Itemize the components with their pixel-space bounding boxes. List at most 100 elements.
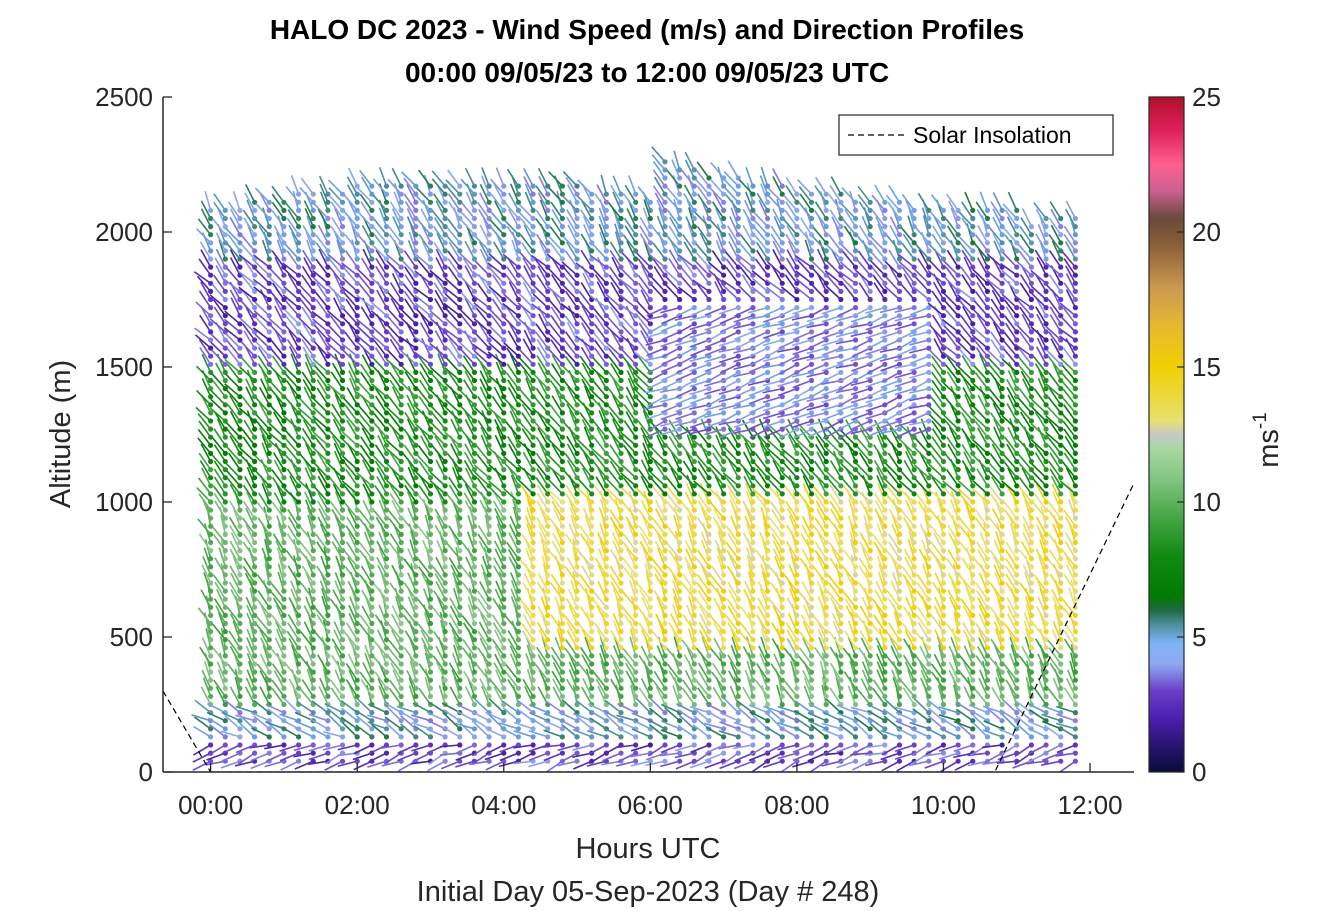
wind-barb-shaft xyxy=(479,224,490,244)
wind-barb-shaft xyxy=(240,300,256,317)
wind-barb-shaft xyxy=(429,317,446,333)
wind-barb-point xyxy=(281,693,287,700)
wind-barb-shaft xyxy=(347,556,358,576)
wind-barb-shaft xyxy=(312,406,329,422)
wind-barb-point xyxy=(369,402,375,408)
wind-barb-point xyxy=(457,620,463,627)
wind-barb-point xyxy=(252,556,258,562)
wind-barb-point xyxy=(706,491,712,497)
wind-barb-point xyxy=(442,232,448,238)
wind-barb-shaft xyxy=(242,517,256,535)
wind-barb-shaft xyxy=(401,259,417,276)
wind-barb-shaft xyxy=(202,556,212,576)
wind-barb-point xyxy=(413,434,419,440)
wind-barb-point xyxy=(413,191,419,197)
wind-barb-shaft xyxy=(270,583,285,600)
wind-barb-shaft xyxy=(463,492,476,511)
wind-barb-point xyxy=(471,450,478,456)
wind-barb-point xyxy=(647,240,653,246)
wind-barb-point xyxy=(515,718,522,724)
wind-barb-shaft xyxy=(359,363,373,381)
wind-barb-point xyxy=(677,637,683,643)
wind-barb-shaft xyxy=(494,588,505,608)
wind-barb-point xyxy=(266,313,272,319)
wind-barb-point xyxy=(295,564,302,570)
wind-barb-point xyxy=(281,531,287,538)
wind-barb-point xyxy=(442,629,448,635)
wind-barb-point xyxy=(339,572,346,578)
wind-barb-point xyxy=(530,434,536,440)
wind-barb-point xyxy=(501,321,507,327)
wind-barb-shaft xyxy=(420,629,432,649)
wind-barb-shaft xyxy=(257,363,270,381)
wind-barb-shaft xyxy=(239,317,256,333)
wind-barb-point xyxy=(706,232,712,238)
wind-barb-point xyxy=(574,637,580,643)
wind-barb-shaft xyxy=(264,760,285,768)
wind-barb-point xyxy=(501,718,507,724)
wind-barb-point xyxy=(252,313,258,319)
wind-barb-shaft xyxy=(388,542,402,560)
wind-barb-point xyxy=(603,572,609,578)
wind-barb-point xyxy=(325,418,331,424)
wind-barb-point xyxy=(457,580,463,586)
wind-barb-point xyxy=(545,629,551,635)
wind-barb-shaft xyxy=(297,407,314,422)
wind-barb-point xyxy=(706,256,712,262)
wind-barb-shaft xyxy=(449,597,461,616)
wind-barb-point xyxy=(501,467,507,473)
wind-barb-point xyxy=(281,596,287,602)
wind-barb-point xyxy=(383,645,390,651)
wind-barb-shaft xyxy=(241,428,256,446)
wind-barb-point xyxy=(339,337,346,343)
wind-barb-point xyxy=(266,394,272,400)
wind-barb-shaft xyxy=(377,677,388,697)
wind-barb-point xyxy=(545,361,551,367)
wind-barb-point xyxy=(471,313,478,319)
wind-barb-point xyxy=(442,531,448,538)
wind-barb-point xyxy=(208,426,214,432)
wind-barb-shaft xyxy=(414,302,431,317)
wind-barb-point xyxy=(457,523,463,529)
wind-barb-shaft xyxy=(304,491,314,511)
wind-barb-shaft xyxy=(451,669,461,689)
wind-barb-point xyxy=(383,329,390,335)
wind-barb-shaft xyxy=(400,723,417,738)
wind-barb-point xyxy=(559,507,565,513)
wind-barb-shaft xyxy=(286,533,300,552)
wind-barb-shaft xyxy=(293,571,300,592)
wind-barb-point xyxy=(266,693,272,700)
wind-barb-shaft xyxy=(464,410,476,430)
wind-barb-point xyxy=(530,386,536,392)
wind-barb-point xyxy=(515,685,522,691)
wind-barb-point xyxy=(486,499,492,505)
wind-barb-shaft xyxy=(495,377,505,397)
wind-barb-shaft xyxy=(212,380,226,398)
wind-barb-shaft xyxy=(417,494,432,511)
wind-barb-shaft xyxy=(243,419,256,438)
wind-barb-point xyxy=(457,475,463,481)
wind-barb-point xyxy=(545,515,551,521)
wind-barb-shaft xyxy=(477,598,490,616)
wind-barb-point xyxy=(369,572,375,578)
wind-barb-point xyxy=(486,491,492,497)
wind-barb-shaft xyxy=(332,483,344,503)
wind-barb-shaft xyxy=(492,274,505,292)
wind-barb-shaft xyxy=(434,298,446,317)
wind-barb-shaft xyxy=(249,744,270,749)
wind-barb-shaft xyxy=(453,636,461,657)
wind-barb-point xyxy=(398,491,404,497)
wind-barb-point xyxy=(383,669,390,675)
wind-barb-shaft xyxy=(468,652,476,673)
wind-barb-point xyxy=(369,596,375,602)
wind-barb-shaft xyxy=(229,686,241,705)
wind-barb-shaft xyxy=(383,701,402,714)
wind-barb-point xyxy=(369,531,375,538)
wind-barb-shaft xyxy=(372,194,388,211)
wind-barb-shaft xyxy=(421,337,432,357)
wind-barb-point xyxy=(266,734,272,740)
wind-barb-point xyxy=(662,596,668,602)
wind-barb-point xyxy=(603,288,609,294)
wind-barb-point xyxy=(574,499,580,505)
wind-barb-point xyxy=(706,410,712,416)
